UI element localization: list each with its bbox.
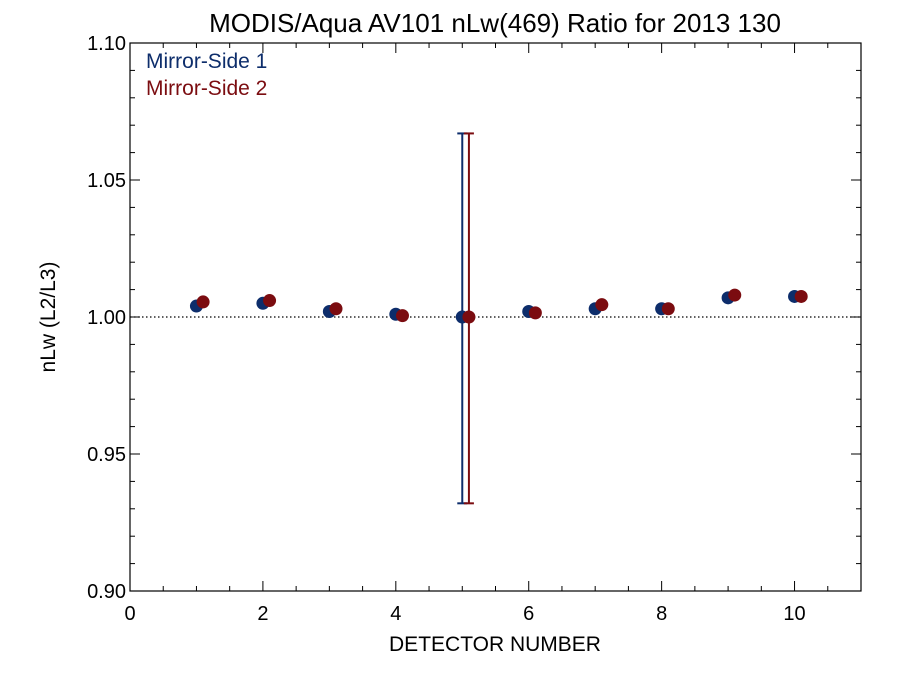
x-tick-label: 0 bbox=[124, 603, 135, 625]
y-tick-label: 1.10 bbox=[87, 33, 126, 55]
series-2 bbox=[196, 132, 808, 505]
y-axis-label: nLw (L2/L3) bbox=[37, 262, 60, 373]
y-tick-label: 0.90 bbox=[87, 581, 126, 603]
series-1 bbox=[189, 132, 802, 505]
data-point bbox=[661, 302, 675, 316]
legend: Mirror-Side 1 Mirror-Side 2 bbox=[146, 50, 267, 100]
legend-entry-1: Mirror-Side 1 bbox=[146, 50, 267, 73]
data-point bbox=[329, 302, 343, 316]
x-tick-label: 10 bbox=[783, 603, 805, 625]
data-point bbox=[794, 289, 808, 303]
x-axis-label: DETECTOR NUMBER bbox=[389, 633, 601, 656]
y-tick-label: 0.95 bbox=[87, 444, 126, 466]
data-point bbox=[395, 309, 409, 323]
x-tick-label: 2 bbox=[257, 603, 268, 625]
legend-entry-2: Mirror-Side 2 bbox=[146, 77, 267, 100]
data-point bbox=[462, 310, 476, 324]
x-tick-label: 6 bbox=[523, 603, 534, 625]
y-tick-label: 1.05 bbox=[87, 170, 126, 192]
y-tick-label: 1.00 bbox=[87, 307, 126, 329]
chart-title: MODIS/Aqua AV101 nLw(469) Ratio for 2013… bbox=[209, 8, 781, 38]
data-point bbox=[528, 306, 542, 320]
data-point bbox=[196, 295, 210, 309]
data-point bbox=[728, 288, 742, 302]
data-point bbox=[263, 294, 277, 308]
x-tick-label: 8 bbox=[656, 603, 667, 625]
data-point bbox=[595, 298, 609, 312]
x-tick-label: 4 bbox=[390, 603, 401, 625]
